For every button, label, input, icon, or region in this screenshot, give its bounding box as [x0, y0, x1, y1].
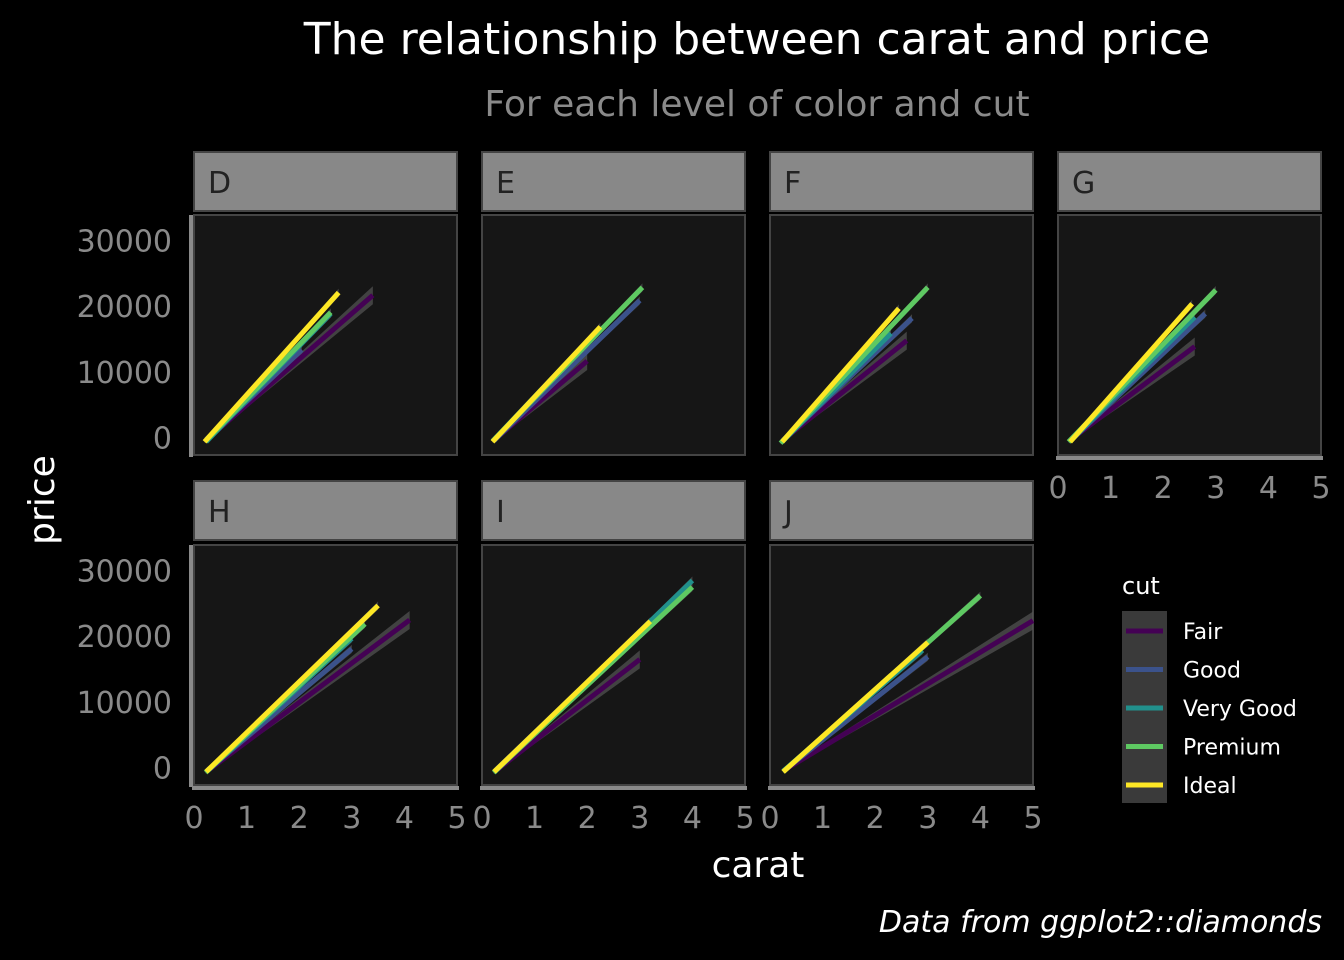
facet-strip: [769, 151, 1034, 212]
x-axis-line: [480, 786, 747, 790]
series-line-ideal: [781, 640, 930, 774]
facet-strip-label: J: [782, 495, 793, 530]
x-tick-label: 0: [760, 801, 779, 836]
facet-strip-label: H: [208, 495, 231, 530]
facet-strip-label: E: [496, 166, 515, 201]
x-tick-label: 4: [1259, 471, 1278, 506]
facet-strip-label: F: [784, 166, 801, 201]
x-axis-title: carat: [712, 845, 805, 886]
x-tick-label: 2: [290, 801, 309, 836]
x-tick-label: 0: [184, 801, 203, 836]
facet-strip: [193, 151, 458, 212]
y-axis-title: price: [22, 455, 63, 545]
x-tick-label: 3: [630, 801, 649, 836]
x-tick-label: 5: [447, 801, 466, 836]
x-tick-label: 0: [472, 801, 491, 836]
x-axis-line: [192, 786, 459, 790]
series-line-fair: [208, 617, 412, 772]
y-tick-label: 20000: [77, 620, 172, 655]
series-line-fair: [496, 657, 642, 772]
facet-strip-label: G: [1072, 166, 1095, 201]
facet-strip: [1057, 151, 1322, 212]
x-tick-label: 1: [525, 801, 544, 836]
x-tick-label: 1: [813, 801, 832, 836]
y-tick-label: 30000: [77, 554, 172, 589]
legend-label: Ideal: [1183, 774, 1237, 799]
legend-label: Premium: [1183, 736, 1281, 761]
series-line-fair: [784, 618, 1035, 772]
legend-label: Fair: [1183, 620, 1223, 645]
y-axis-line: [189, 215, 193, 457]
y-tick-label: 0: [153, 752, 172, 787]
x-tick-label: 3: [918, 801, 937, 836]
x-tick-label: 4: [683, 801, 702, 836]
x-tick-label: 2: [1154, 471, 1173, 506]
x-tick-label: 3: [1206, 471, 1225, 506]
x-tick-label: 5: [1023, 801, 1042, 836]
x-axis-line: [1056, 456, 1323, 460]
y-tick-label: 10000: [77, 356, 172, 391]
x-tick-label: 3: [342, 801, 361, 836]
y-tick-label: 20000: [77, 290, 172, 325]
x-tick-label: 5: [1311, 471, 1330, 506]
chart-subtitle: For each level of color and cut: [484, 84, 1030, 125]
legend-label: Very Good: [1183, 697, 1297, 722]
y-tick-label: 0: [153, 422, 172, 457]
facet-strip: [481, 151, 746, 212]
x-tick-label: 2: [578, 801, 597, 836]
chart-caption: Data from ggplot2::diamonds: [878, 905, 1322, 940]
y-axis-line: [189, 545, 193, 787]
x-tick-label: 1: [237, 801, 256, 836]
chart-title: The relationship between carat and price: [303, 14, 1211, 65]
y-tick-label: 30000: [77, 224, 172, 259]
series-line-ideal: [780, 306, 901, 444]
x-tick-label: 2: [866, 801, 885, 836]
series-line-ideal: [1068, 302, 1195, 444]
facet-strip-label: D: [208, 166, 231, 201]
x-tick-label: 4: [395, 801, 414, 836]
series-line-ideal: [202, 290, 341, 444]
x-tick-label: 0: [1048, 471, 1067, 506]
x-tick-label: 4: [971, 801, 990, 836]
facet-strip: [769, 480, 1034, 541]
facet-strip: [193, 480, 458, 541]
x-axis-line: [768, 786, 1035, 790]
x-tick-label: 5: [735, 801, 754, 836]
x-tick-label: 1: [1101, 471, 1120, 506]
facet-strip: [481, 480, 746, 541]
series-line-ideal: [490, 325, 603, 444]
y-tick-label: 10000: [77, 686, 172, 721]
legend-label: Good: [1183, 659, 1241, 684]
series-line-ideal: [492, 619, 653, 774]
legend-title: cut: [1122, 572, 1160, 600]
series-line-ideal: [204, 603, 380, 774]
facet-strip-label: I: [496, 495, 505, 530]
